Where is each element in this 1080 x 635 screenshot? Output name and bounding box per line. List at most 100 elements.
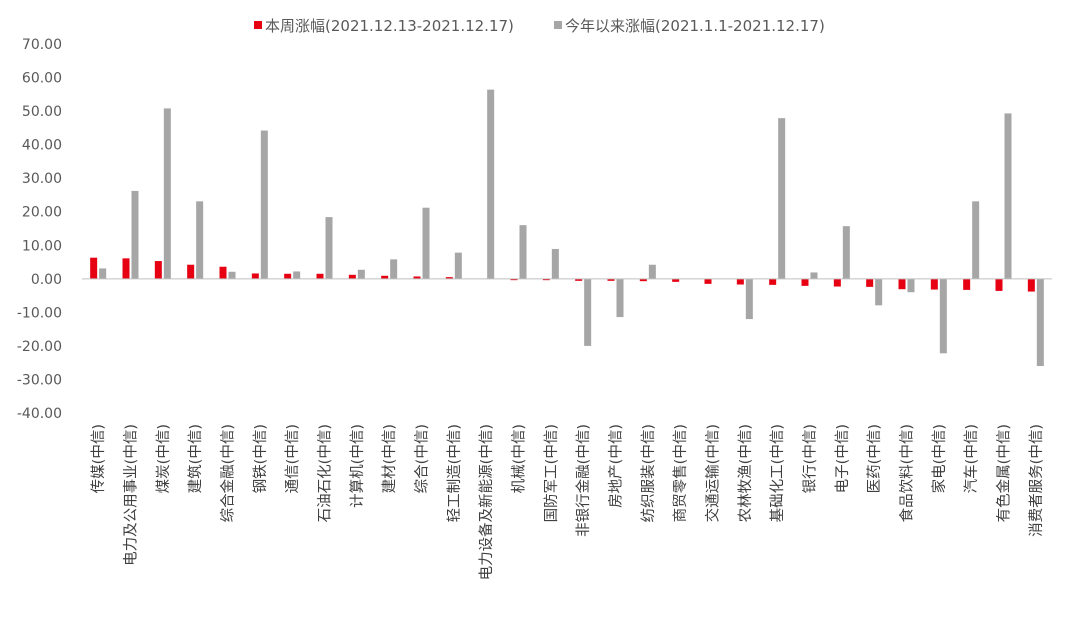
x-category-label: 电子(中信) xyxy=(834,424,851,493)
x-category-label: 医药(中信) xyxy=(866,424,883,493)
bar-ytd xyxy=(972,201,980,279)
bar-weekly xyxy=(639,278,647,282)
y-tick-label: 70.00 xyxy=(22,37,62,53)
bar-weekly xyxy=(575,278,583,281)
bar-ytd xyxy=(810,272,818,279)
y-tick-label: 60.00 xyxy=(22,71,62,87)
y-tick-label: -20.00 xyxy=(17,339,62,355)
y-tick-label: 50.00 xyxy=(22,104,62,120)
bar-weekly xyxy=(445,277,453,279)
x-category-label: 国防军工(中信) xyxy=(543,424,560,522)
x-category-label: 消费者服务(中信) xyxy=(1028,424,1045,537)
bar-weekly xyxy=(963,278,971,290)
x-category-label: 建筑(中信) xyxy=(187,424,204,493)
x-category-label: 食品饮料(中信) xyxy=(899,424,916,522)
bar-weekly xyxy=(219,266,227,279)
bar-ytd xyxy=(99,268,107,279)
bar-ytd xyxy=(907,278,915,293)
bar-weekly xyxy=(348,274,356,279)
bar-ytd xyxy=(487,89,495,279)
bar-weekly xyxy=(381,275,389,279)
x-category-label: 轻工制造(中信) xyxy=(446,424,463,522)
y-tick-label: 40.00 xyxy=(22,138,62,154)
x-category-label: 计算机(中信) xyxy=(349,424,366,508)
x-category-label: 通信(中信) xyxy=(284,424,301,493)
bar-ytd xyxy=(616,278,624,318)
legend-swatch-weekly xyxy=(254,21,262,29)
bars xyxy=(90,89,1044,367)
bar-ytd xyxy=(519,225,527,279)
bar-weekly xyxy=(542,278,550,281)
x-category-label: 汽车(中信) xyxy=(963,424,980,493)
x-category-label: 房地产(中信) xyxy=(608,424,625,508)
bar-ytd xyxy=(1036,278,1044,367)
bar-weekly xyxy=(251,273,259,279)
bar-ytd xyxy=(163,108,171,279)
x-category-label: 纺织服装(中信) xyxy=(640,424,657,522)
bar-weekly xyxy=(833,278,841,287)
bar-ytd xyxy=(1004,113,1012,279)
x-category-label: 机械(中信) xyxy=(511,424,528,493)
x-category-label: 钢铁(中信) xyxy=(252,424,269,493)
x-category-label: 基础化工(中信) xyxy=(769,424,786,522)
bar-weekly xyxy=(316,273,324,279)
y-tick-label: -40.00 xyxy=(17,406,62,422)
legend: 本周涨幅(2021.12.13-2021.12.17) 今年以来涨幅(2021.… xyxy=(254,17,825,35)
y-tick-label: -30.00 xyxy=(17,372,62,388)
x-axis-labels: 传媒(中信) 电力及公用事业(中信) 煤炭(中信) 建筑(中信) 综合金融(中信) 钢铁(… xyxy=(90,424,1045,580)
bar-weekly xyxy=(510,278,518,281)
y-tick-label: 30.00 xyxy=(22,171,62,187)
x-category-label: 石油石化(中信) xyxy=(317,424,334,522)
bar-weekly xyxy=(90,257,98,279)
bar-ytd xyxy=(875,278,883,306)
bar-ytd xyxy=(842,226,850,279)
bar-ytd xyxy=(293,271,301,279)
y-tick-label: -10.00 xyxy=(17,305,62,321)
bar-weekly xyxy=(1027,278,1035,292)
bar-ytd xyxy=(390,259,398,279)
x-category-label: 综合(中信) xyxy=(414,424,431,493)
x-category-label: 电力及公用事业(中信) xyxy=(123,424,140,566)
bar-ytd xyxy=(422,207,430,279)
bar-ytd xyxy=(648,264,656,279)
bar-ytd xyxy=(260,130,268,279)
y-tick-label: 10.00 xyxy=(22,238,62,254)
bar-weekly xyxy=(995,278,1003,291)
bar-weekly xyxy=(866,278,874,287)
bar-weekly xyxy=(736,278,744,285)
bar-ytd xyxy=(584,278,592,346)
y-tick-label: 0.00 xyxy=(31,272,62,288)
bar-weekly xyxy=(672,278,680,282)
bar-weekly xyxy=(801,278,809,286)
x-category-label: 建材(中信) xyxy=(381,424,398,493)
x-category-label: 家电(中信) xyxy=(931,424,948,493)
x-category-label: 银行(中信) xyxy=(802,424,819,493)
bar-weekly xyxy=(187,264,195,279)
legend-label-ytd: 今年以来涨幅(2021.1.1-2021.12.17) xyxy=(565,17,825,35)
bar-weekly xyxy=(769,278,777,285)
x-category-label: 非银行金融(中信) xyxy=(575,424,592,537)
bar-weekly xyxy=(154,261,162,279)
bar-ytd xyxy=(778,118,786,279)
bar-weekly xyxy=(607,278,615,281)
x-category-label: 综合金融(中信) xyxy=(220,424,237,522)
bar-weekly xyxy=(284,273,292,279)
x-category-label: 电力设备及新能源(中信) xyxy=(478,424,495,580)
bar-ytd xyxy=(196,201,204,279)
bar-weekly xyxy=(930,278,938,290)
bar-ytd xyxy=(551,248,559,279)
x-category-label: 有色金属(中信) xyxy=(996,424,1013,522)
bar-ytd xyxy=(325,217,333,279)
bar-ytd xyxy=(131,190,139,279)
bar-ytd xyxy=(745,278,753,320)
bar-ytd xyxy=(228,271,236,279)
x-category-label: 煤炭(中信) xyxy=(155,424,172,493)
y-tick-label: 20.00 xyxy=(22,205,62,221)
legend-swatch-ytd xyxy=(554,21,562,29)
legend-label-weekly: 本周涨幅(2021.12.13-2021.12.17) xyxy=(265,17,514,35)
x-category-label: 商贸零售(中信) xyxy=(672,424,689,522)
bar-ytd xyxy=(357,269,365,279)
bar-ytd xyxy=(454,252,462,279)
